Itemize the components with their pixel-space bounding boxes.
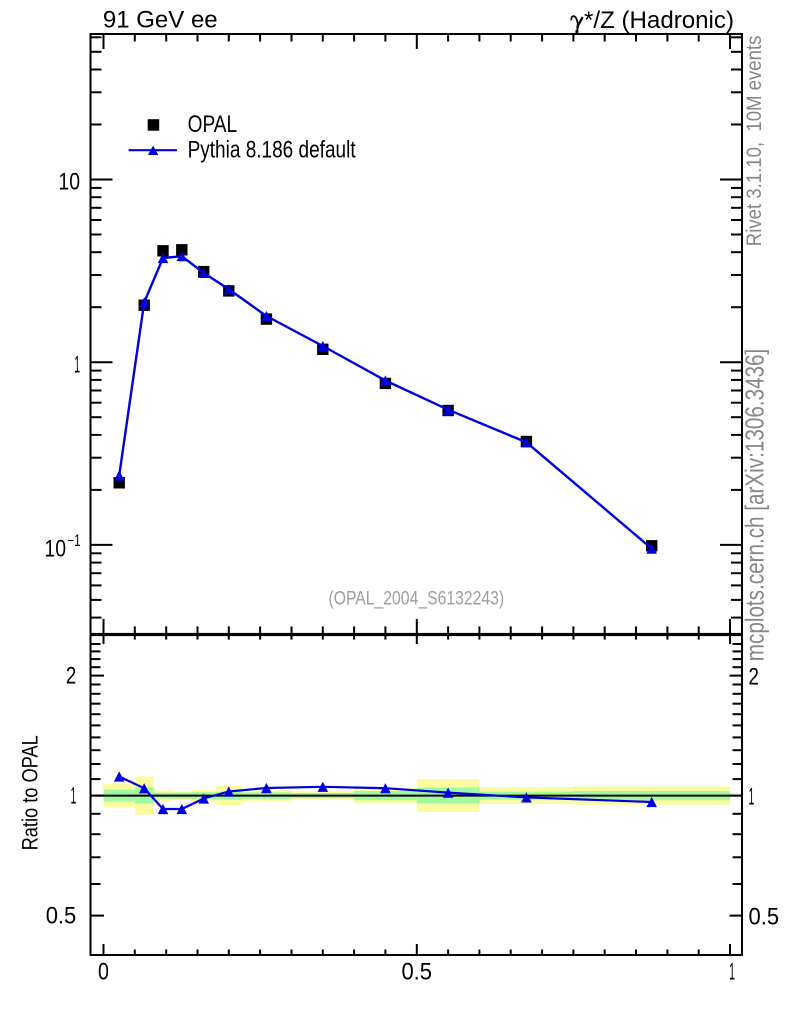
svg-text:2: 2 [66, 663, 76, 690]
svg-text:mcplots.cern.ch [arXiv:1306.34: mcplots.cern.ch [arXiv:1306.3436] [740, 349, 770, 662]
svg-text:Pythia 8.186 default: Pythia 8.186 default [188, 137, 356, 164]
svg-text:1: 1 [749, 783, 755, 810]
svg-text:1: 1 [71, 783, 77, 810]
svg-text:2: 2 [749, 663, 759, 690]
svg-text:OPAL: OPAL [188, 111, 238, 138]
svg-text:91 GeV ee: 91 GeV ee [103, 7, 218, 34]
svg-text:10: 10 [58, 169, 80, 196]
svg-text:1: 1 [729, 959, 735, 986]
svg-text:−1: −1 [67, 532, 80, 550]
svg-text:Ratio to OPAL: Ratio to OPAL [18, 735, 43, 850]
svg-text:1: 1 [74, 351, 80, 378]
svg-text:10: 10 [44, 536, 66, 563]
svg-text:Rivet 3.1.10, 10M events: Rivet 3.1.10, 10M events [743, 36, 766, 247]
svg-text:0.5: 0.5 [749, 903, 780, 930]
svg-text:*/Z (Hadronic): */Z (Hadronic) [584, 7, 734, 34]
svg-text:0: 0 [98, 959, 109, 986]
svg-text:(OPAL_2004_S6132243): (OPAL_2004_S6132243) [328, 587, 504, 609]
svg-text:0.5: 0.5 [401, 959, 432, 986]
svg-text:0.5: 0.5 [46, 902, 77, 929]
